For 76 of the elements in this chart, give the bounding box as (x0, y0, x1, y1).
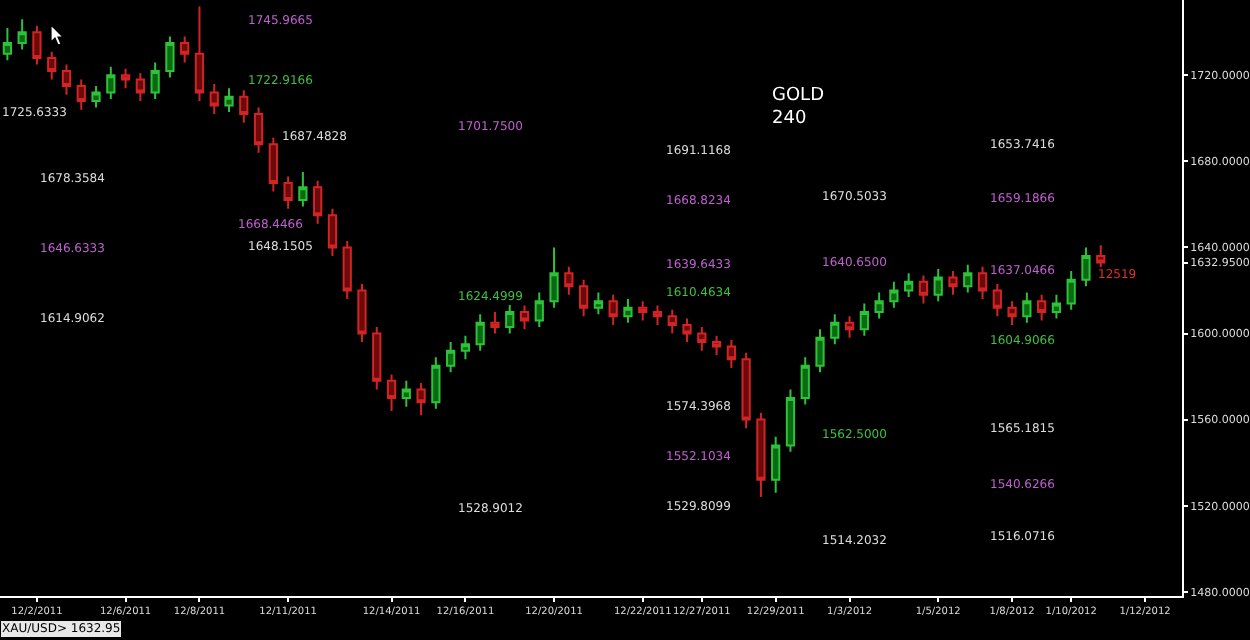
candlestick (948, 270, 958, 296)
candlestick (298, 171, 308, 208)
candlestick (2, 26, 12, 62)
candlestick (549, 246, 559, 309)
candlestick (623, 298, 633, 324)
candlestick (268, 136, 278, 193)
candlestick (194, 5, 205, 103)
candlestick (1096, 244, 1106, 270)
candlestick (1051, 293, 1062, 320)
candlestick (460, 334, 471, 361)
candlestick (711, 334, 722, 357)
candlestick (652, 304, 663, 326)
candlestick (756, 412, 766, 499)
candlestick (386, 373, 397, 412)
candlestick (490, 310, 500, 335)
candlestick (564, 265, 574, 296)
candlestick (17, 18, 27, 51)
candlestick (741, 351, 751, 430)
candlestick (91, 85, 101, 109)
candlestick (239, 89, 249, 124)
candlestick (475, 313, 485, 352)
candlestick (977, 265, 988, 301)
candlestick (889, 280, 899, 309)
candlestick (844, 315, 855, 339)
candlestick (1066, 270, 1076, 311)
candlestick (785, 388, 796, 453)
candlestick (1081, 246, 1091, 288)
candlestick (963, 263, 973, 294)
candlestick (313, 179, 323, 225)
candlestick (253, 106, 264, 154)
candlestick (771, 435, 781, 494)
candlestick (918, 274, 929, 305)
text: GOLD 240 (772, 86, 825, 130)
candlestick (446, 341, 456, 374)
candlestick (1037, 293, 1047, 322)
candlestick (401, 379, 411, 408)
candlestick (505, 302, 515, 335)
candlestick (992, 283, 1002, 318)
candlestick (47, 50, 57, 81)
candlestick (638, 300, 648, 322)
candlestick (800, 356, 810, 406)
candlestick (150, 61, 160, 100)
candlestick (815, 328, 825, 374)
candlestick (593, 291, 603, 316)
candlestick (1007, 300, 1017, 326)
candlestick (682, 317, 692, 344)
candlestick (165, 35, 175, 79)
candlestick (874, 291, 884, 320)
candlestick (209, 82, 219, 116)
candlestick (667, 308, 677, 335)
candlestick (342, 239, 352, 301)
candlestick (120, 67, 131, 90)
candlestick (519, 304, 530, 331)
candlestick (933, 267, 943, 303)
candlestick (416, 381, 426, 417)
candlestick (135, 72, 145, 103)
candlestick (859, 302, 869, 337)
candlestick (224, 87, 234, 113)
candlestick (608, 293, 618, 326)
candlestick (697, 326, 707, 352)
candlestick (357, 283, 367, 344)
candlestick (32, 24, 42, 66)
candlestick (904, 272, 914, 298)
candlestick (579, 278, 589, 318)
candlestick (76, 78, 86, 111)
candlestick (372, 326, 382, 391)
candlestick (1022, 291, 1032, 324)
candlestick (431, 356, 441, 410)
candlestick (830, 313, 840, 346)
candlestick (106, 65, 116, 100)
candlestick (180, 35, 190, 64)
candlestick (283, 175, 293, 210)
candlestick (726, 338, 736, 369)
candlestick (61, 63, 72, 96)
candlestick (534, 291, 544, 329)
candlestick (327, 207, 338, 258)
